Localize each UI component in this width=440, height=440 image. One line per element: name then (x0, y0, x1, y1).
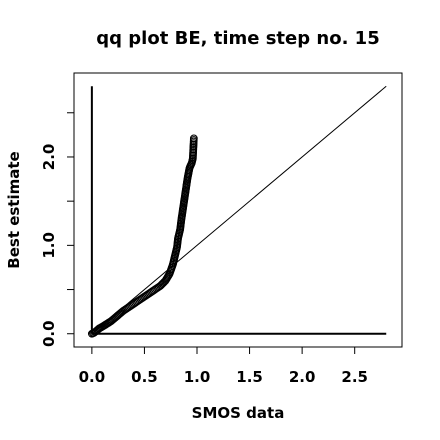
x-tick-label: 2.5 (341, 368, 368, 386)
data-points (87, 134, 198, 338)
y-axis-label: Best estimate (5, 151, 23, 268)
chart-title: qq plot BE, time step no. 15 (96, 28, 379, 49)
x-tick-label: 1.0 (184, 368, 211, 386)
x-tick-label: 0.5 (131, 368, 158, 386)
x-tick-label: 1.5 (236, 368, 263, 386)
x-tick-label: 0.0 (79, 368, 106, 386)
reference-line (91, 85, 387, 335)
x-tick-label: 2.0 (289, 368, 316, 386)
plot-frame (73, 72, 403, 348)
data-point (189, 134, 198, 143)
y-axis-ticks: 0.0 1.0 2.0 (40, 112, 74, 347)
y-tick-label: 1.0 (40, 232, 58, 259)
y-tick-label: 2.0 (40, 144, 58, 171)
x-axis-label: SMOS data (192, 404, 285, 422)
y-tick-label: 0.0 (40, 320, 58, 347)
x-axis-ticks: 0.0 0.5 1.0 1.5 2.0 2.5 (79, 347, 368, 386)
